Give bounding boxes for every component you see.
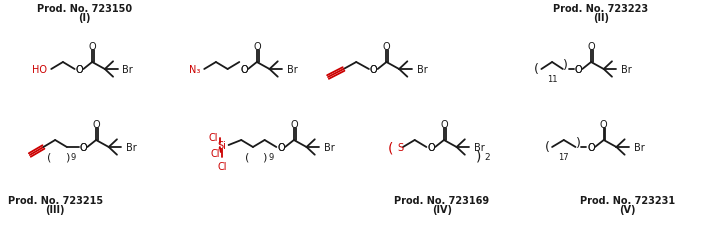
- Text: (: (: [534, 63, 539, 76]
- Text: O: O: [575, 65, 582, 75]
- Text: O: O: [587, 42, 595, 52]
- Text: (II): (II): [593, 13, 609, 23]
- Text: O: O: [600, 119, 607, 129]
- Text: ): ): [564, 59, 569, 72]
- Text: 2: 2: [485, 153, 491, 162]
- Text: Prod. No. 723169: Prod. No. 723169: [394, 195, 489, 205]
- Text: Br: Br: [622, 65, 632, 75]
- Text: O: O: [440, 119, 447, 129]
- Text: (I): (I): [78, 13, 91, 23]
- Text: N₃: N₃: [188, 65, 200, 75]
- Text: (: (: [544, 141, 549, 154]
- Text: Prod. No. 723150: Prod. No. 723150: [37, 4, 132, 14]
- Text: O: O: [587, 142, 595, 152]
- Text: Cl: Cl: [217, 161, 227, 171]
- Text: O: O: [428, 142, 435, 152]
- Text: ): ): [263, 151, 267, 161]
- Text: Br: Br: [474, 142, 485, 152]
- Text: ): ): [576, 137, 581, 150]
- Text: (: (: [47, 151, 52, 161]
- Text: (: (: [245, 151, 249, 161]
- Text: O: O: [290, 119, 297, 129]
- Text: O: O: [240, 65, 248, 75]
- Text: Prod. No. 723215: Prod. No. 723215: [8, 195, 103, 205]
- Text: O: O: [76, 65, 84, 75]
- Text: O: O: [428, 142, 435, 152]
- Text: 17: 17: [559, 152, 569, 161]
- Text: (: (: [387, 140, 393, 154]
- Text: Cl: Cl: [210, 148, 219, 158]
- Text: Br: Br: [287, 65, 298, 75]
- Text: O: O: [382, 42, 390, 52]
- Text: O: O: [79, 142, 87, 152]
- Text: O: O: [76, 65, 84, 75]
- Text: Br: Br: [634, 142, 645, 152]
- Text: Prod. No. 723231: Prod. No. 723231: [580, 195, 675, 205]
- Text: Br: Br: [126, 142, 137, 152]
- Text: HO: HO: [32, 65, 47, 75]
- Text: O: O: [587, 142, 595, 152]
- Text: 9: 9: [71, 153, 76, 162]
- Text: (III): (III): [45, 204, 65, 214]
- Text: O: O: [253, 42, 261, 52]
- Text: S: S: [397, 142, 404, 152]
- Text: Cl: Cl: [208, 132, 217, 142]
- Text: ): ): [64, 151, 69, 161]
- Text: O: O: [575, 65, 582, 75]
- Text: O: O: [92, 119, 100, 129]
- Text: Si: Si: [217, 140, 226, 150]
- Text: O: O: [370, 65, 377, 75]
- Text: (V): (V): [619, 204, 635, 214]
- Text: O: O: [240, 65, 248, 75]
- Text: Br: Br: [122, 65, 133, 75]
- Text: (IV): (IV): [432, 204, 452, 214]
- Text: Prod. No. 723223: Prod. No. 723223: [553, 4, 649, 14]
- Text: O: O: [278, 142, 285, 152]
- Text: Br: Br: [416, 65, 428, 75]
- Text: 9: 9: [268, 153, 274, 162]
- Text: O: O: [79, 142, 87, 152]
- Text: O: O: [88, 42, 96, 52]
- Text: O: O: [370, 65, 377, 75]
- Text: ): ): [476, 148, 481, 162]
- Text: 11: 11: [547, 74, 557, 83]
- Text: Br: Br: [324, 142, 335, 152]
- Text: O: O: [278, 142, 285, 152]
